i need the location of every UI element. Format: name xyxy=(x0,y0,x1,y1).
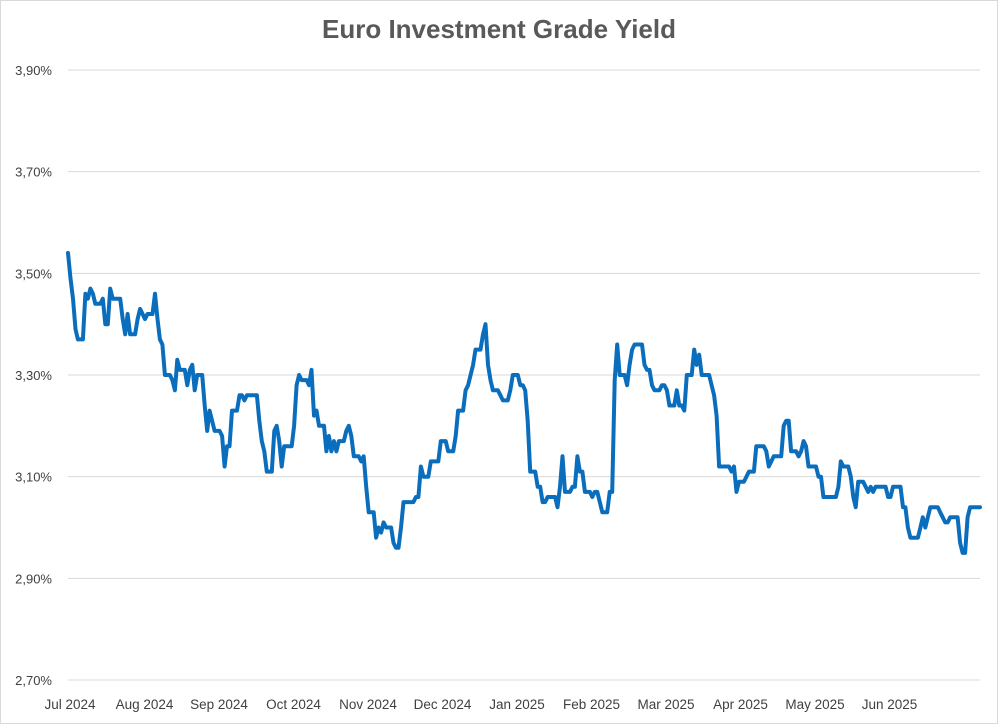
x-tick-label: Feb 2025 xyxy=(563,697,620,712)
y-tick-label: 3,50% xyxy=(15,266,52,281)
chart-title: Euro Investment Grade Yield xyxy=(322,14,676,44)
x-tick-label: Oct 2024 xyxy=(266,697,321,712)
x-tick-label: Aug 2024 xyxy=(116,697,174,712)
x-tick-label: May 2025 xyxy=(785,697,844,712)
x-tick-label: Jul 2024 xyxy=(44,697,96,712)
y-tick-label: 3,30% xyxy=(15,368,52,383)
x-tick-label: Dec 2024 xyxy=(414,697,472,712)
y-tick-label: 3,10% xyxy=(15,470,52,485)
x-tick-label: Apr 2025 xyxy=(713,697,768,712)
y-axis-tick-labels: 2,70% 2,90% 3,10% 3,30% 3,50% 3,70% 3,90% xyxy=(15,63,52,688)
series-line xyxy=(66,251,982,555)
x-tick-label: Jun 2025 xyxy=(862,697,918,712)
x-tick-label: Sep 2024 xyxy=(190,697,248,712)
y-tick-label: 3,90% xyxy=(15,63,52,78)
y-tick-label: 2,70% xyxy=(15,673,52,688)
series-layer xyxy=(66,251,982,555)
x-tick-label: Nov 2024 xyxy=(339,697,397,712)
y-tick-label: 2,90% xyxy=(15,571,52,586)
gridlines xyxy=(68,69,980,681)
x-tick-label: Jan 2025 xyxy=(489,697,545,712)
x-axis-tick-labels: Jul 2024 Aug 2024 Sep 2024 Oct 2024 Nov 2024… xyxy=(44,697,917,712)
x-tick-label: Mar 2025 xyxy=(637,697,694,712)
y-tick-label: 3,70% xyxy=(15,165,52,180)
